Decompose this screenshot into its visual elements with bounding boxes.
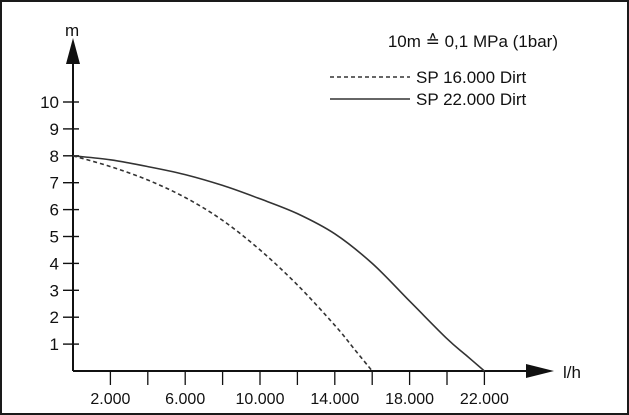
x-axis-arrow: [526, 364, 554, 378]
x-tick-label-10000: 10.000: [236, 391, 285, 408]
x-tick-label-18000: 18.000: [385, 391, 434, 408]
y-axis-arrow: [66, 38, 80, 64]
y-tick-label-5: 5: [50, 228, 59, 247]
y-tick-label-4: 4: [50, 254, 59, 273]
series-line-sp-22-000-dirt: [72, 155, 485, 372]
y-tick-label-3: 3: [50, 281, 59, 300]
x-tick-label-22000: 22.000: [460, 391, 509, 408]
x-tick-label-2000: 2.000: [90, 391, 130, 408]
x-tick-label-6000: 6.000: [165, 391, 205, 408]
y-tick-label-1: 1: [50, 335, 59, 354]
y-tick-label-7: 7: [50, 174, 59, 193]
y-axis-label: m: [65, 21, 79, 40]
series-line-sp-16-000-dirt: [72, 155, 373, 372]
y-tick-label-8: 8: [50, 147, 59, 166]
y-tick-label-6: 6: [50, 201, 59, 220]
conversion-note: 10m ≙ 0,1 MPa (1bar): [388, 32, 558, 51]
y-tick-label-9: 9: [50, 120, 59, 139]
y-tick-label-10: 10: [40, 93, 59, 112]
legend-label-sp-16-000-dirt: SP 16.000 Dirt: [416, 68, 527, 87]
x-tick-label-14000: 14.000: [310, 391, 359, 408]
legend-label-sp-22-000-dirt: SP 22.000 Dirt: [416, 90, 527, 109]
x-axis-label: l/h: [563, 363, 581, 382]
y-tick-label-2: 2: [50, 308, 59, 327]
